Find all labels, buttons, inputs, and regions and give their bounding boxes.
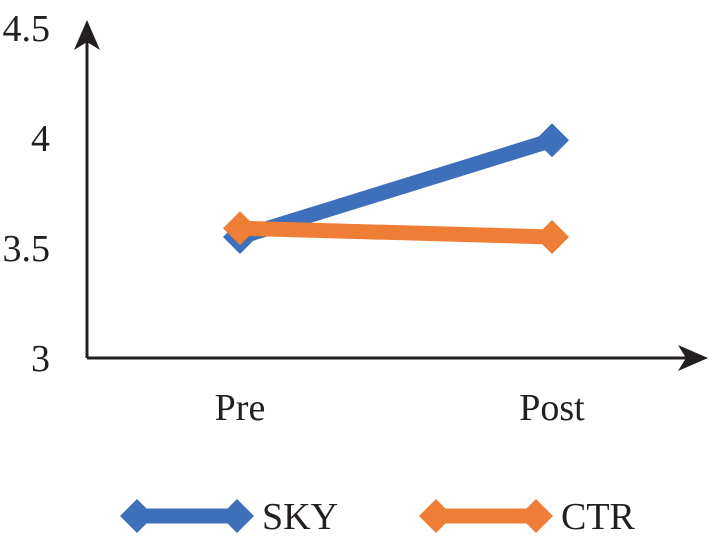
series-line: [239, 220, 553, 245]
y-tick-label: 4.5: [3, 8, 51, 50]
data-point-marker: [535, 220, 569, 254]
legend-marker-icon: [419, 499, 453, 533]
y-tick-label: 3.5: [3, 228, 51, 270]
x-tick-label: Pre: [215, 387, 266, 429]
x-axis-arrow-icon: [678, 345, 708, 371]
legend-label: CTR: [561, 496, 636, 538]
legend-marker-icon: [519, 499, 553, 533]
y-axis-arrow-icon: [74, 20, 100, 50]
legend-marker-icon: [220, 499, 254, 533]
y-tick-labels: 3 3.5 4 4.5: [3, 8, 51, 380]
axes: [74, 20, 708, 371]
legend-marker-icon: [120, 499, 154, 533]
legend-item-sky: SKY: [120, 496, 338, 538]
series-line: [237, 133, 555, 245]
legend: SKY CTR: [120, 496, 636, 538]
x-tick-label: Post: [519, 387, 585, 429]
series-lines: [223, 123, 569, 254]
x-tick-labels: Pre Post: [215, 387, 586, 429]
y-tick-label: 3: [31, 338, 50, 380]
data-point-marker: [535, 123, 569, 158]
series-ctr: [223, 211, 569, 254]
legend-item-ctr: CTR: [419, 496, 636, 538]
legend-label: SKY: [262, 496, 338, 538]
y-tick-label: 4: [31, 118, 50, 160]
data-point-marker: [223, 211, 257, 246]
